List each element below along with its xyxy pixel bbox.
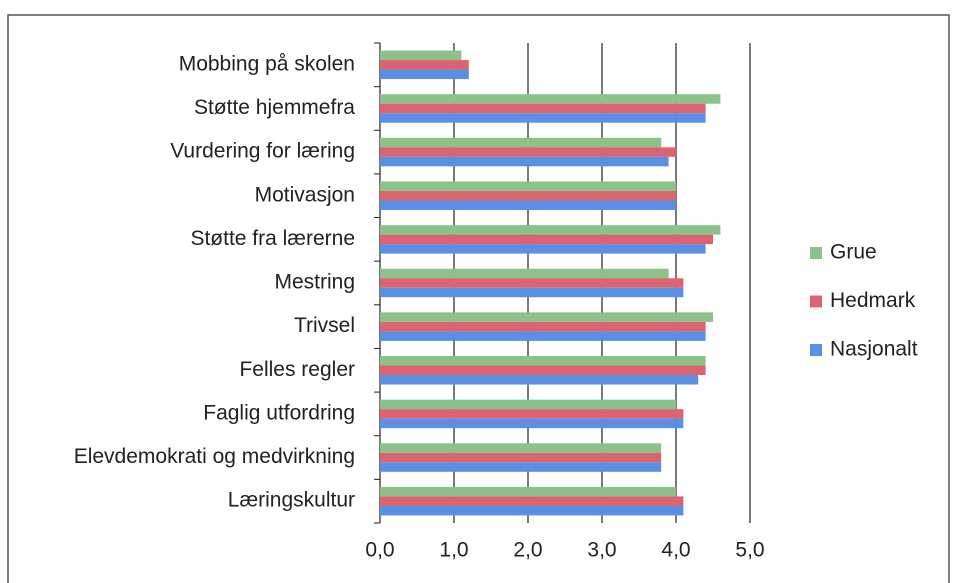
bar — [380, 321, 706, 332]
bar — [380, 69, 469, 80]
bar — [380, 137, 662, 148]
bar — [380, 365, 706, 376]
y-tick-label: Vurdering for læring — [170, 140, 355, 163]
y-tick-label: Mestring — [274, 271, 355, 294]
bar — [380, 505, 684, 516]
legend-label: Nasjonalt — [830, 338, 918, 361]
bar — [380, 356, 706, 366]
y-tick-label: Trivsel — [294, 314, 355, 337]
x-tick-label: 0,0 — [365, 539, 394, 562]
x-tick-label: 3,0 — [587, 539, 616, 562]
bar — [380, 486, 676, 497]
legend-swatch — [810, 295, 822, 308]
bar — [380, 103, 706, 114]
bar — [380, 443, 662, 453]
y-tick-label: Felles regler — [239, 358, 355, 381]
legend-swatch — [810, 344, 822, 356]
y-tick-label: Motivasjon — [255, 183, 355, 206]
legend-label: Grue — [830, 241, 877, 264]
x-tick-label: 5,0 — [735, 539, 764, 562]
bar — [380, 496, 684, 506]
bar — [380, 331, 706, 341]
bar — [380, 181, 676, 191]
bar — [380, 312, 713, 322]
bar — [380, 399, 676, 410]
y-tick-label: Støtte hjemmefra — [194, 96, 355, 119]
bar — [380, 268, 669, 279]
bar — [380, 244, 706, 254]
x-tick-label: 2,0 — [513, 539, 542, 562]
bar — [380, 375, 699, 385]
bar — [380, 462, 662, 472]
bar — [380, 147, 676, 157]
bar — [380, 287, 684, 298]
bar — [380, 200, 676, 210]
y-tick-label: Mobbing på skolen — [179, 52, 355, 75]
bar — [380, 225, 721, 235]
bar — [380, 190, 676, 201]
x-tick-label: 1,0 — [439, 539, 468, 562]
y-tick-label: Støtte fra lærerne — [190, 227, 355, 250]
x-tick-label: 4,0 — [661, 539, 690, 562]
bar — [380, 60, 469, 70]
y-tick-label: Læringskultur — [228, 489, 355, 512]
y-tick-label: Elevdemokrati og medvirkning — [74, 445, 355, 468]
bar — [380, 418, 684, 429]
legend-swatch — [810, 247, 822, 259]
bar — [380, 234, 713, 245]
bar — [380, 113, 706, 123]
legend-label: Hedmark — [830, 289, 916, 312]
bar — [380, 94, 721, 104]
bar — [380, 278, 684, 288]
y-tick-label: Faglig utfordring — [203, 401, 355, 424]
bar — [380, 409, 684, 419]
bar — [380, 452, 662, 463]
bar — [380, 50, 462, 61]
bar — [380, 156, 669, 167]
